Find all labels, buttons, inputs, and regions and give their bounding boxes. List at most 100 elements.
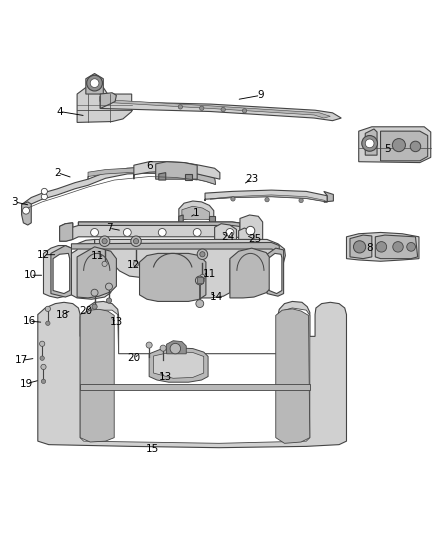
Polygon shape	[159, 173, 166, 180]
Text: 4: 4	[57, 107, 63, 117]
Circle shape	[226, 229, 234, 236]
Circle shape	[45, 306, 50, 311]
Text: 24: 24	[221, 232, 234, 242]
Polygon shape	[88, 167, 215, 184]
Polygon shape	[77, 247, 117, 298]
Circle shape	[134, 261, 139, 266]
Text: 7: 7	[106, 223, 112, 233]
Text: 25: 25	[248, 235, 261, 245]
Circle shape	[40, 356, 44, 360]
Polygon shape	[239, 228, 254, 243]
Circle shape	[41, 379, 46, 384]
Circle shape	[393, 241, 403, 252]
Polygon shape	[381, 131, 427, 161]
Circle shape	[106, 298, 112, 303]
Polygon shape	[179, 201, 214, 223]
Polygon shape	[185, 174, 192, 180]
Text: 15: 15	[146, 444, 159, 454]
Polygon shape	[100, 93, 117, 108]
Polygon shape	[276, 309, 310, 443]
Circle shape	[299, 198, 303, 203]
Polygon shape	[80, 384, 310, 390]
Circle shape	[41, 188, 47, 195]
Circle shape	[246, 227, 255, 235]
Polygon shape	[53, 253, 70, 294]
Polygon shape	[100, 96, 341, 120]
Polygon shape	[359, 127, 431, 163]
Polygon shape	[240, 215, 263, 241]
Text: 8: 8	[366, 243, 373, 253]
Polygon shape	[215, 224, 237, 241]
Polygon shape	[182, 206, 209, 220]
Text: 20: 20	[79, 306, 92, 317]
Circle shape	[221, 107, 225, 112]
Circle shape	[46, 321, 50, 326]
Text: 20: 20	[127, 353, 141, 363]
Text: 5: 5	[384, 143, 390, 154]
Circle shape	[134, 239, 139, 244]
Circle shape	[231, 197, 235, 201]
Text: 13: 13	[110, 317, 123, 327]
Circle shape	[200, 274, 205, 280]
Circle shape	[106, 283, 113, 290]
Polygon shape	[230, 248, 272, 298]
Polygon shape	[134, 161, 220, 179]
Circle shape	[41, 193, 47, 200]
Polygon shape	[210, 195, 327, 202]
Circle shape	[265, 198, 269, 202]
Text: 23: 23	[245, 174, 258, 184]
Circle shape	[102, 261, 107, 266]
Polygon shape	[21, 167, 215, 215]
Polygon shape	[21, 202, 31, 225]
Text: 19: 19	[20, 378, 34, 389]
Text: 10: 10	[24, 270, 37, 280]
Polygon shape	[166, 341, 186, 354]
Circle shape	[200, 252, 205, 257]
Circle shape	[353, 241, 366, 253]
Text: 17: 17	[15, 356, 28, 365]
Circle shape	[362, 135, 378, 151]
Circle shape	[410, 141, 421, 152]
Text: 18: 18	[56, 310, 69, 319]
Polygon shape	[197, 277, 203, 283]
Circle shape	[392, 139, 406, 152]
Polygon shape	[346, 232, 419, 261]
Polygon shape	[80, 308, 310, 443]
Polygon shape	[153, 352, 204, 378]
Circle shape	[376, 241, 387, 252]
Circle shape	[87, 75, 102, 91]
Circle shape	[170, 343, 180, 354]
Polygon shape	[51, 246, 71, 297]
Circle shape	[193, 229, 201, 236]
Circle shape	[365, 139, 374, 148]
Polygon shape	[365, 129, 377, 155]
Polygon shape	[77, 85, 132, 123]
Text: 9: 9	[257, 91, 264, 100]
Polygon shape	[179, 215, 183, 223]
Polygon shape	[149, 348, 208, 382]
Text: 14: 14	[210, 292, 223, 302]
Text: 6: 6	[146, 161, 152, 171]
Polygon shape	[38, 302, 346, 448]
Circle shape	[160, 345, 166, 351]
Polygon shape	[375, 235, 418, 259]
Text: 13: 13	[159, 372, 173, 382]
Circle shape	[242, 109, 247, 113]
Text: 12: 12	[37, 250, 50, 260]
Polygon shape	[43, 239, 286, 299]
Text: 12: 12	[127, 260, 141, 270]
Circle shape	[92, 304, 97, 309]
Text: 3: 3	[11, 197, 18, 207]
Polygon shape	[324, 191, 333, 202]
Circle shape	[41, 364, 46, 369]
Text: 16: 16	[22, 316, 36, 326]
Polygon shape	[71, 243, 279, 251]
Circle shape	[197, 249, 208, 260]
Circle shape	[195, 276, 204, 285]
Circle shape	[99, 236, 110, 246]
Circle shape	[158, 229, 166, 236]
Polygon shape	[86, 74, 103, 94]
Circle shape	[196, 300, 204, 308]
Circle shape	[39, 341, 45, 346]
Polygon shape	[78, 222, 253, 227]
